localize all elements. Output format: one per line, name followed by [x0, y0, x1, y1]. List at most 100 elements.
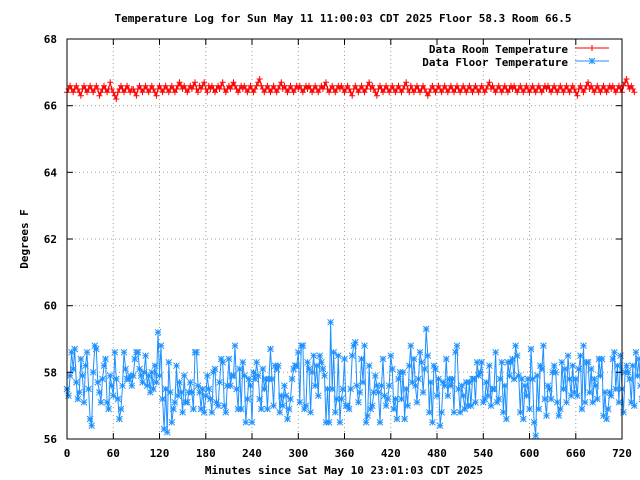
floor-data-point	[301, 405, 308, 413]
floor-data-point	[234, 405, 242, 413]
floor-data-point	[555, 412, 563, 420]
floor-data-point	[560, 385, 567, 393]
floor-data-point	[379, 355, 387, 363]
floor-data-point	[72, 378, 80, 386]
room-data-point	[273, 89, 280, 96]
floor-data-point	[116, 415, 123, 423]
floor-data-point	[455, 385, 462, 393]
floor-data-point	[163, 428, 171, 436]
room-data-point	[569, 82, 576, 89]
x-tick-label: 300	[288, 447, 308, 460]
floor-data-point	[392, 395, 399, 403]
room-data-point	[403, 79, 410, 86]
room-data-point	[498, 89, 505, 96]
room-data-point	[560, 89, 567, 96]
floor-data-point	[566, 375, 573, 383]
room-data-point	[347, 89, 354, 96]
floor-data-point	[233, 385, 240, 393]
room-data-point	[523, 82, 530, 89]
floor-data-point	[92, 345, 100, 353]
room-data-point	[315, 89, 322, 96]
floor-data-point	[558, 358, 566, 366]
legend-label-room: Data Room Temperature	[429, 43, 568, 56]
room-data-point	[424, 92, 431, 99]
room-data-point	[492, 89, 499, 96]
floor-data-point	[109, 392, 117, 400]
floor-data-point	[242, 418, 250, 426]
floor-data-point	[120, 348, 128, 356]
room-data-point	[90, 89, 97, 96]
x-tick-label: 180	[196, 447, 216, 460]
floor-data-point	[327, 318, 334, 326]
floor-data-point	[419, 388, 427, 396]
room-data-point	[326, 89, 333, 96]
floor-data-point	[322, 418, 330, 426]
room-data-point	[352, 82, 359, 89]
floor-data-point	[227, 382, 234, 390]
room-data-point	[111, 92, 118, 99]
floor-data-point	[251, 375, 259, 383]
floor-data-point	[438, 408, 445, 416]
floor-data-point	[367, 405, 375, 413]
room-data-point	[603, 89, 610, 96]
axis-ticks: 56 58 60 62 64 66 68 0 60 120 180 240 300 360 420 480 54…	[44, 33, 632, 460]
room-data-point	[563, 82, 570, 89]
floor-data-point	[108, 382, 116, 390]
floor-data-point	[316, 352, 324, 360]
floor-data-point	[200, 408, 208, 416]
floor-data-point	[174, 392, 182, 400]
floor-data-point	[592, 382, 600, 390]
floor-data-point	[180, 372, 188, 380]
floor-data-point	[231, 342, 239, 350]
room-data-point	[472, 82, 479, 89]
floor-data-point	[338, 395, 345, 403]
floor-data-point	[173, 362, 180, 370]
room-data-point	[380, 89, 386, 96]
floor-data-point	[410, 355, 418, 363]
floor-data-point	[493, 398, 501, 406]
room-data-point	[585, 79, 592, 86]
floor-data-point	[102, 355, 109, 363]
floor-data-point	[495, 395, 503, 403]
room-data-point	[421, 86, 428, 92]
floor-data-point	[530, 418, 538, 426]
floor-data-point	[277, 392, 285, 400]
floor-data-point	[268, 375, 276, 383]
floor-data-point	[425, 408, 433, 416]
room-data-point	[361, 89, 368, 96]
floor-data-point	[183, 398, 191, 406]
floor-data-point	[330, 348, 338, 356]
floor-data-point	[145, 372, 153, 380]
floor-data-point	[314, 392, 322, 400]
floor-data-point	[339, 385, 347, 393]
floor-data-point	[237, 405, 245, 413]
room-data-point	[70, 89, 77, 96]
room-data-point	[609, 82, 616, 89]
floor-data-point	[546, 385, 553, 393]
room-data-point	[475, 89, 482, 96]
floor-data-point	[481, 395, 489, 403]
floor-data-point	[341, 355, 348, 363]
room-data-point	[366, 79, 373, 86]
floor-data-point	[402, 385, 410, 393]
floor-data-point	[623, 362, 630, 370]
room-data-point	[548, 89, 555, 96]
floor-data-point	[503, 415, 510, 423]
floor-data-point	[433, 392, 441, 400]
room-data-point	[133, 92, 140, 99]
floor-data-point	[407, 342, 415, 350]
floor-data-point	[254, 372, 262, 380]
floor-data-point	[103, 398, 111, 406]
floor-data-point	[424, 352, 432, 360]
floor-data-point	[271, 362, 279, 370]
y-tick-label: 62	[44, 233, 57, 246]
floor-data-point	[416, 348, 424, 356]
floor-data-point	[137, 372, 145, 380]
room-data-point	[454, 82, 460, 89]
floor-data-point	[223, 382, 231, 390]
floor-data-point	[556, 405, 564, 413]
floor-data-point	[257, 405, 265, 413]
room-data-point	[241, 82, 248, 89]
room-data-point	[377, 82, 383, 89]
